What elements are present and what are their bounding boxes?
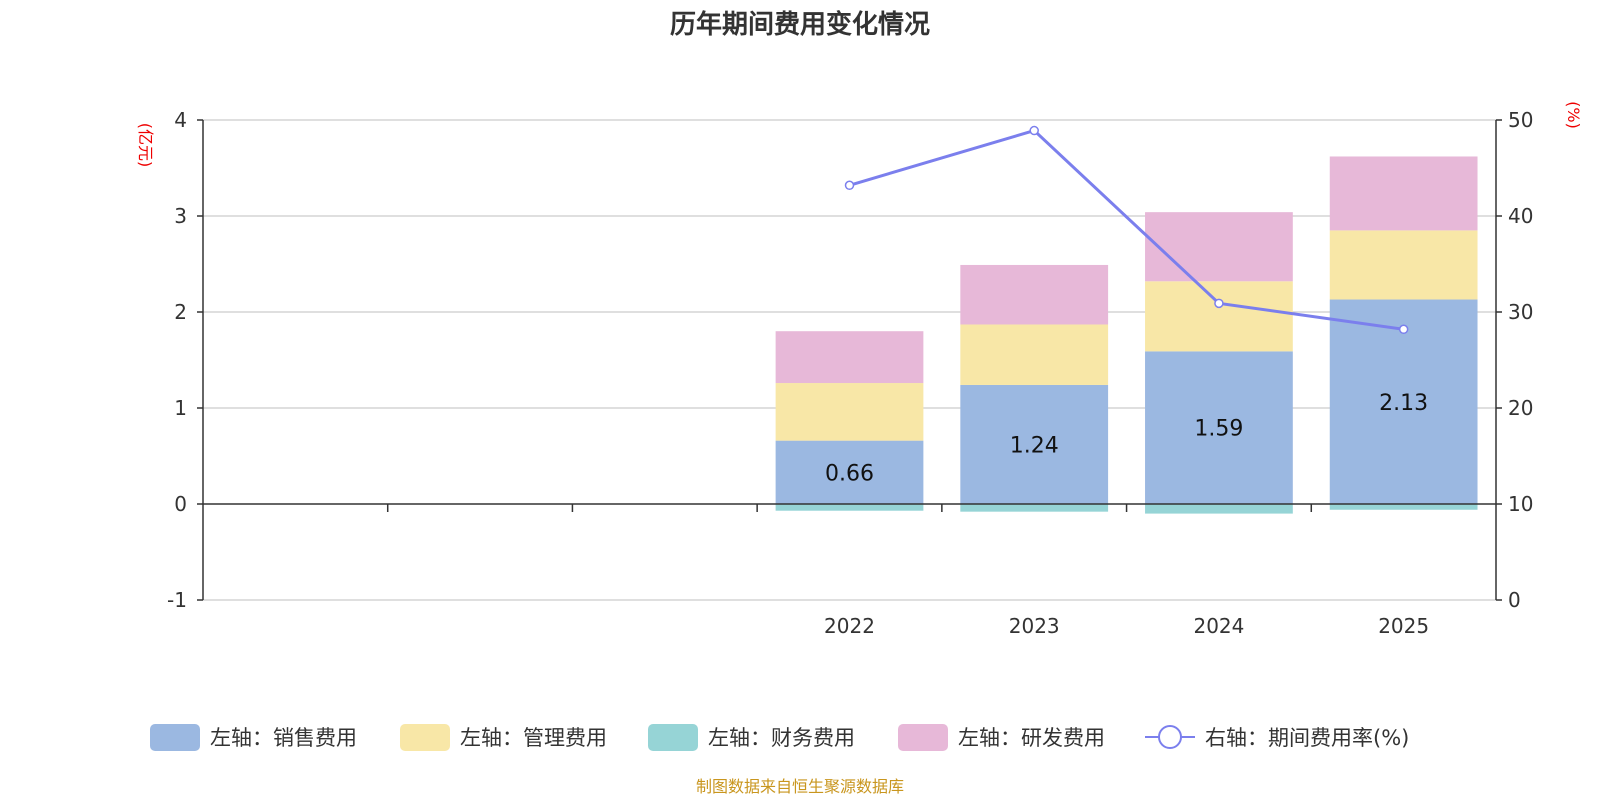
bar-segment xyxy=(1145,281,1293,352)
bar-segment xyxy=(1145,504,1293,514)
chart-title: 历年期间费用变化情况 xyxy=(670,9,930,40)
legend-label: 左轴：管理费用 xyxy=(460,726,607,750)
ratio-point xyxy=(1398,324,1409,335)
ratio-point xyxy=(844,180,855,191)
left-tick-label: 0 xyxy=(174,492,187,516)
left-axis-unit: (亿元) xyxy=(136,123,155,168)
bar-segment xyxy=(960,264,1109,325)
legend-marker-swatch xyxy=(1158,725,1182,749)
left-axis-ticks: 4 3 2 1 0 -1 xyxy=(167,108,203,612)
right-axis-unit: (%) xyxy=(1564,101,1583,129)
x-axis-ticks: 2022 2023 2024 2025 xyxy=(386,504,1429,638)
legend-swatch xyxy=(400,724,450,751)
right-tick-label: 0 xyxy=(1508,588,1521,612)
x-tick-label: 2025 xyxy=(1378,614,1429,638)
right-tick-label: 20 xyxy=(1508,396,1533,420)
ratio-line-path xyxy=(849,128,1404,331)
bars xyxy=(775,156,1478,514)
bar-segment xyxy=(775,383,924,441)
bar-segment xyxy=(1329,504,1478,510)
bar-labels: 0.66 1.24 1.59 2.13 xyxy=(825,391,1428,487)
bar-segment xyxy=(960,324,1109,385)
ratio-line xyxy=(844,125,1409,335)
legend-swatch xyxy=(150,724,200,751)
legend-swatch xyxy=(648,724,698,751)
right-tick-label: 30 xyxy=(1508,300,1533,324)
bar-segment xyxy=(1329,156,1478,231)
left-tick-label: 3 xyxy=(174,204,187,228)
legend: 左轴：销售费用 左轴：管理费用 左轴：财务费用 左轴：研发费用 右轴：期间费用率(%) xyxy=(150,724,1409,751)
left-tick-label: -1 xyxy=(167,588,187,612)
legend-swatch xyxy=(898,724,948,751)
axes xyxy=(202,120,1497,600)
bar-segment xyxy=(775,331,924,384)
ratio-point xyxy=(1029,125,1039,136)
bar-value-label: 2.13 xyxy=(1379,391,1428,416)
left-tick-label: 2 xyxy=(174,300,187,324)
right-axis-ticks: 50 40 30 20 10 0 xyxy=(1496,108,1533,612)
legend-label: 左轴：财务费用 xyxy=(708,726,855,750)
bar-segment xyxy=(1145,212,1293,282)
left-tick-label: 4 xyxy=(174,108,187,132)
legend-label: 左轴：研发费用 xyxy=(958,726,1105,750)
bar-value-label: 0.66 xyxy=(825,461,874,486)
x-tick-label: 2022 xyxy=(824,614,875,638)
left-tick-label: 1 xyxy=(174,396,187,420)
right-tick-label: 50 xyxy=(1508,108,1533,132)
right-tick-label: 10 xyxy=(1508,492,1533,516)
ratio-point xyxy=(1214,298,1224,309)
legend-label: 右轴：期间费用率(%) xyxy=(1205,726,1409,750)
bar-value-label: 1.59 xyxy=(1194,417,1243,442)
bar-value-label: 1.24 xyxy=(1010,433,1059,458)
legend-label: 左轴：销售费用 xyxy=(210,726,357,750)
x-tick-label: 2024 xyxy=(1193,614,1244,638)
bar-segment xyxy=(1329,230,1478,300)
bar-segment xyxy=(960,384,1109,504)
bar-segment xyxy=(960,504,1109,512)
source-note: 制图数据来自恒生聚源数据库 xyxy=(696,777,904,796)
bar-segment xyxy=(775,440,924,504)
bar-segment xyxy=(775,504,924,511)
x-tick-label: 2023 xyxy=(1009,614,1060,638)
right-tick-label: 40 xyxy=(1508,204,1533,228)
bar-segment xyxy=(1145,351,1293,504)
